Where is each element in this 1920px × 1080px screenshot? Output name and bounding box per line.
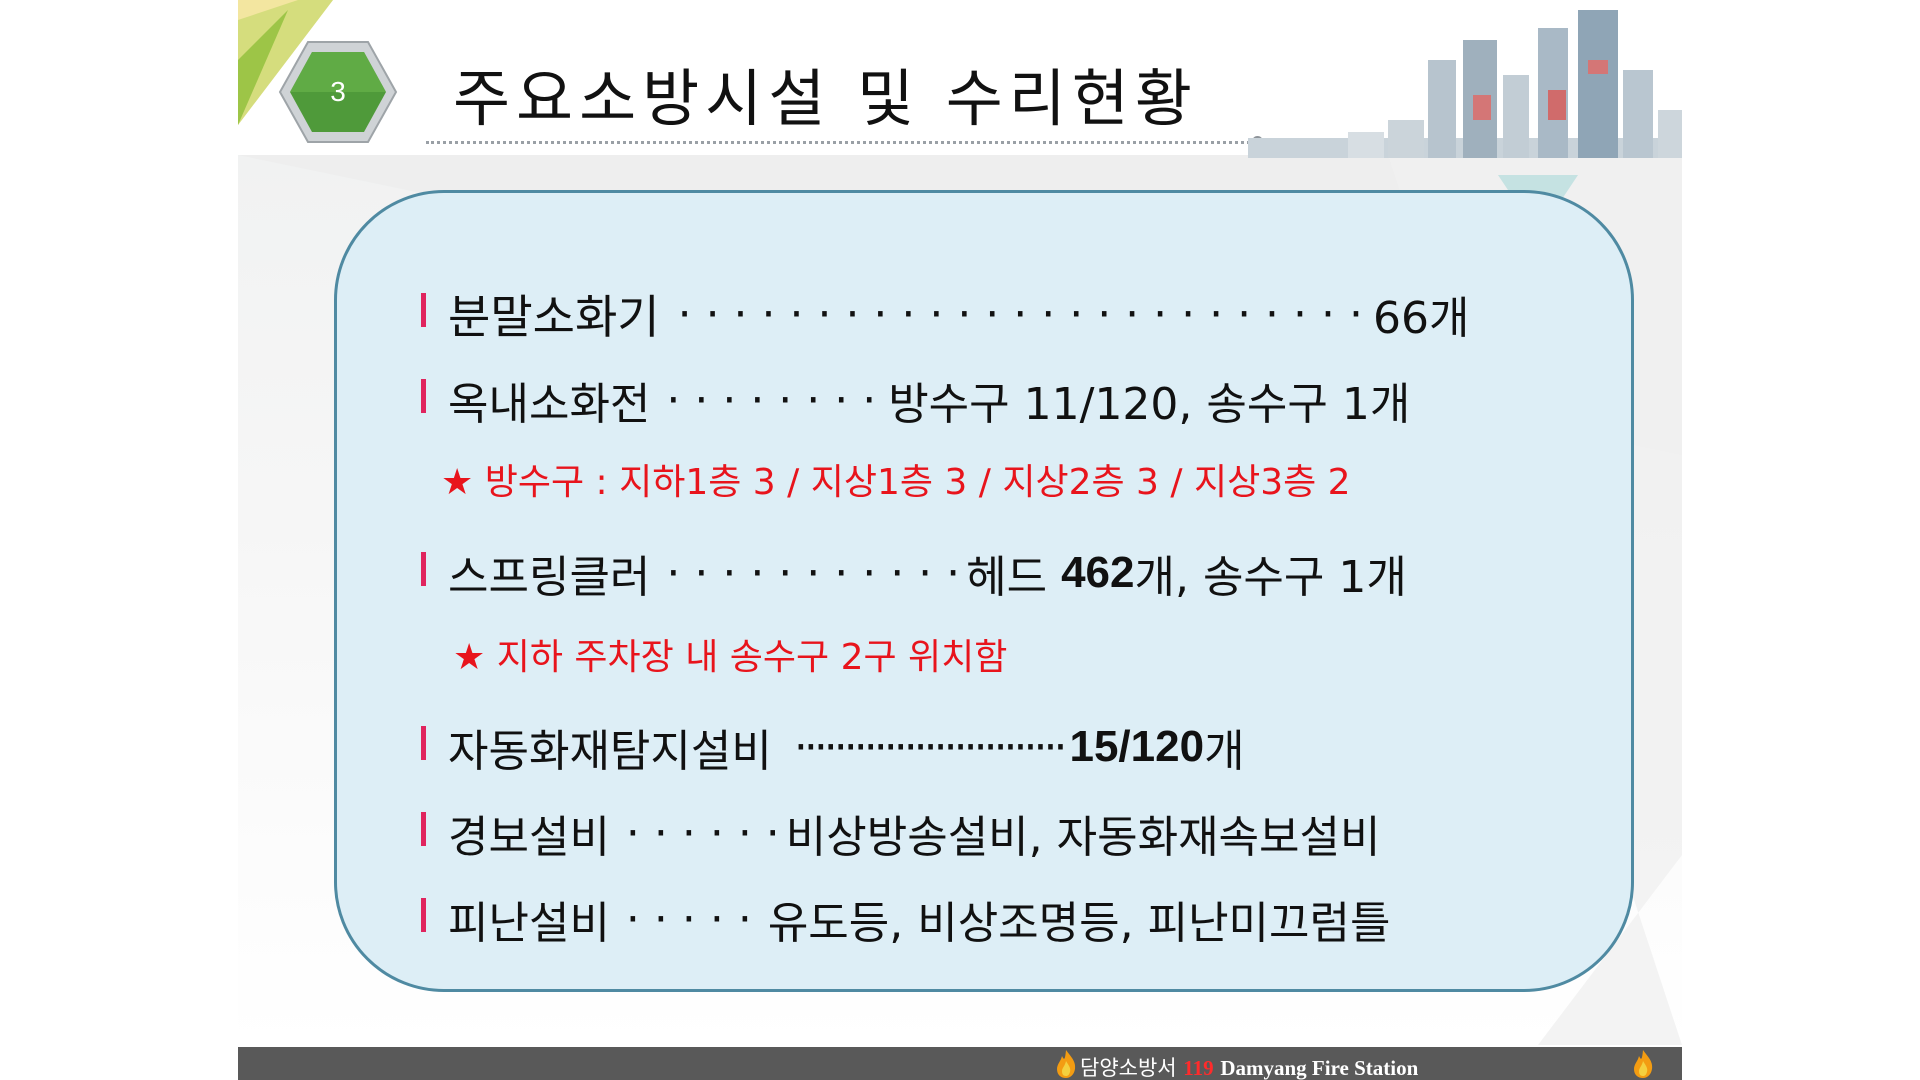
station-name-kr: 담양소방서 xyxy=(1080,1056,1177,1080)
bullet-bar xyxy=(421,812,426,846)
footer-bar: 담양소방서 119 Damyang Fire Station xyxy=(238,1047,1682,1080)
item-name: 자동화재탐지설비 xyxy=(448,726,772,777)
item-dots: ··························· xyxy=(793,721,1068,773)
note-text: ★ 지하 주차장 내 송수구 2구 위치함 xyxy=(453,637,1008,678)
emergency-number: 119 xyxy=(1183,1056,1214,1080)
note-text: ★ 방수구 : 지하1층 3 / 지상1층 3 / 지상2층 3 / 지상3층 … xyxy=(441,462,1351,503)
bullet-bar xyxy=(421,898,426,932)
bullet-bar xyxy=(421,379,426,413)
item-dots: · · · · · · xyxy=(625,807,780,859)
item-name: 스프링클러 xyxy=(448,552,651,603)
item-value-suffix: 개, 송수구 1개 xyxy=(1134,552,1407,603)
flame-icon xyxy=(1634,1050,1653,1078)
section-badge: 3 xyxy=(278,40,398,144)
bullet-bar xyxy=(421,726,426,760)
item-dots: · · · · · · · · · · · · · · · · · · · · … xyxy=(677,288,1363,340)
content-panel: 분말소화기 · · · · · · · · · · · · · · · · · ·… xyxy=(334,190,1634,992)
list-item: 피난설비 · · · · · 유도등, 비상조명등, 피난미끄럼틀 xyxy=(421,887,1390,951)
item-value-bold: 462 xyxy=(1061,548,1135,597)
item-name: 옥내소화전 xyxy=(448,379,651,430)
item-value: 66개 xyxy=(1372,293,1470,344)
item-value: 유도등, 비상조명등, 피난미끄럼틀 xyxy=(767,898,1391,949)
list-item: 옥내소화전 · · · · · · · · 방수구 11/120, 송수구 1개 xyxy=(421,368,1410,432)
item-name: 경보설비 xyxy=(448,812,610,863)
bullet-bar xyxy=(421,293,426,327)
section-number: 3 xyxy=(330,76,346,107)
item-name: 분말소화기 xyxy=(448,290,660,344)
item-dots: · · · · · · · · xyxy=(666,374,877,426)
station-name-en: Damyang Fire Station xyxy=(1220,1056,1419,1080)
title-underline xyxy=(426,141,1256,144)
bullet-bar xyxy=(421,552,426,586)
city-skyline-image xyxy=(1248,10,1682,158)
list-item: 분말소화기 · · · · · · · · · · · · · · · · · ·… xyxy=(421,281,1469,347)
list-item: 스프링클러 · · · · · · · · · · · 헤드 462개, 송수구 1… xyxy=(421,541,1407,605)
item-value-bold: 15/120 xyxy=(1069,722,1205,771)
slide: 3 주요소방시설 및 수리현황 분말소화기 · · · · · · · · · ·… xyxy=(238,0,1682,1080)
item-value: 비상방송설비, 자동화재속보설비 xyxy=(785,812,1381,863)
list-item: 경보설비 · · · · · · 비상방송설비, 자동화재속보설비 xyxy=(421,801,1380,865)
item-dots: · · · · · · · · · · · xyxy=(666,547,961,599)
item-value: 방수구 11/120, 송수구 1개 xyxy=(888,379,1411,430)
slide-title: 주요소방시설 및 수리현황 xyxy=(453,62,1198,135)
item-value-suffix: 개 xyxy=(1204,726,1245,777)
corner-decoration xyxy=(238,0,333,125)
item-name: 피난설비 xyxy=(448,898,610,949)
flame-icon xyxy=(1057,1050,1076,1078)
item-dots: · · · · · xyxy=(625,893,752,945)
item-value-prefix: 헤드 xyxy=(966,552,1062,603)
list-item: 자동화재탐지설비 ··························· 15/12… xyxy=(421,715,1245,779)
footer-text: 담양소방서 119 Damyang Fire Station xyxy=(1080,1052,1418,1080)
